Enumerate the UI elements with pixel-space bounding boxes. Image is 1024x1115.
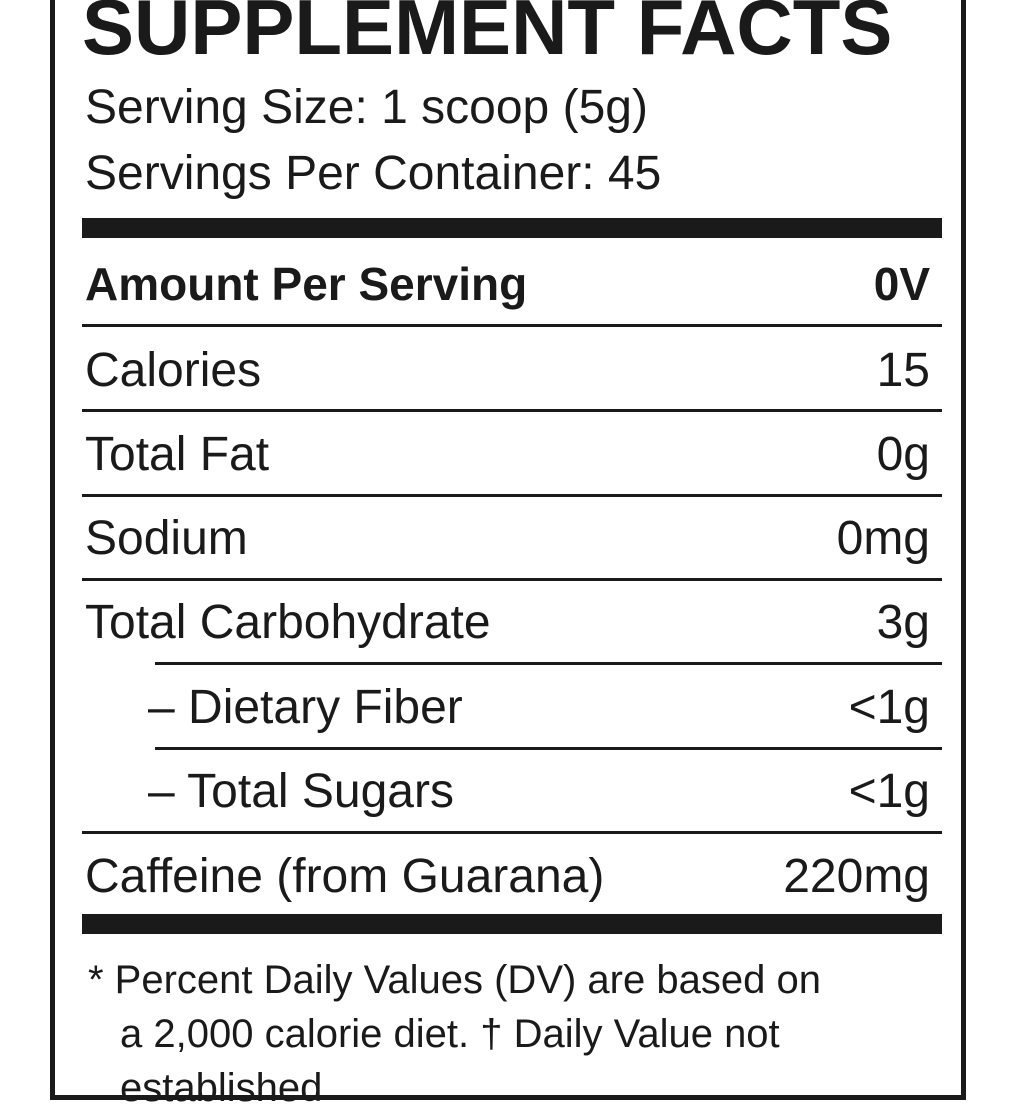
amount-header-label: Amount Per Serving [85,258,528,310]
nutrient-row-dietary-fiber: – Dietary Fiber <1g [148,667,930,747]
nutrient-name: – Dietary Fiber [148,680,463,734]
nutrient-value: 0g [876,427,930,481]
divider [82,494,942,497]
divider [155,662,942,665]
nutrient-name: Total Fat [85,427,270,481]
thick-divider [82,914,942,934]
nutrient-row-sodium: Sodium 0mg [85,498,930,578]
label-title: SUPPLEMENT FACTS [82,0,893,71]
nutrient-value: 15 [876,343,930,397]
nutrient-row-caffeine: Caffeine (from Guarana) 220mg [85,836,930,916]
divider [82,409,942,412]
footnote-line-2: a 2,000 calorie diet. † Daily Value not … [120,1012,780,1110]
nutrient-name: Total Carbohydrate [85,595,491,649]
nutrient-value: 3g [876,595,930,649]
footnote-line-1: * Percent Daily Values (DV) are based on [88,958,821,1002]
dv-header-label: 0V [873,258,930,310]
nutrient-name: – Total Sugars [148,764,454,818]
nutrient-name: Sodium [85,511,248,565]
nutrient-row-total-sugars: – Total Sugars <1g [148,751,930,831]
amount-header: Amount Per Serving 0V [85,244,930,324]
nutrient-row-total-fat: Total Fat 0g [85,414,930,494]
thick-divider [82,218,942,238]
nutrient-value: 0mg [836,511,930,565]
nutrient-value: <1g [848,764,930,818]
nutrient-row-calories: Calories 15 [85,330,930,410]
nutrient-name: Calories [85,343,262,397]
divider [155,747,942,750]
divider [82,831,942,834]
divider [82,324,942,327]
serving-size: Serving Size: 1 scoop (5g) [85,81,648,134]
nutrient-row-total-carbohydrate: Total Carbohydrate 3g [85,582,930,662]
nutrient-value: 220mg [783,849,930,903]
divider [82,578,942,581]
footnote: * Percent Daily Values (DV) are based on… [88,953,938,1115]
servings-per-container: Servings Per Container: 45 [85,147,662,200]
nutrient-name: Caffeine (from Guarana) [85,849,605,903]
nutrient-value: <1g [848,680,930,734]
